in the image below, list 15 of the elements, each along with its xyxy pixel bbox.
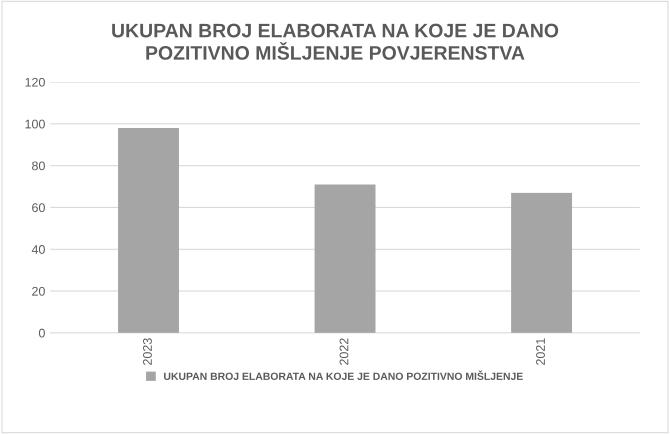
y-tick-label: 0	[38, 328, 45, 338]
y-tick-label: 100	[25, 120, 45, 128]
bar	[314, 184, 376, 333]
x-tick-label: 2022	[340, 338, 348, 365]
legend-label: UKUPAN BROJ ELABORATA NA KOJE JE DANO POZITIVNO MIŠLJENJE	[164, 370, 523, 380]
y-tick-label: 60	[32, 203, 45, 212]
y-tick-label: 20	[32, 286, 45, 296]
x-tick-label: 2021	[536, 338, 545, 365]
y-tick-label: 120	[25, 78, 45, 87]
bar	[511, 192, 572, 333]
y-tick-label: 40	[32, 245, 45, 254]
x-tick-label: 2023	[143, 338, 152, 365]
y-tick-label: 80	[32, 161, 45, 170]
bar	[118, 128, 179, 333]
chart-title: UKUPAN BROJ ELABORATA NA KOJE JE DANO POZITIVNO MIŠLJENJE POVJERENSTVA	[112, 24, 558, 60]
